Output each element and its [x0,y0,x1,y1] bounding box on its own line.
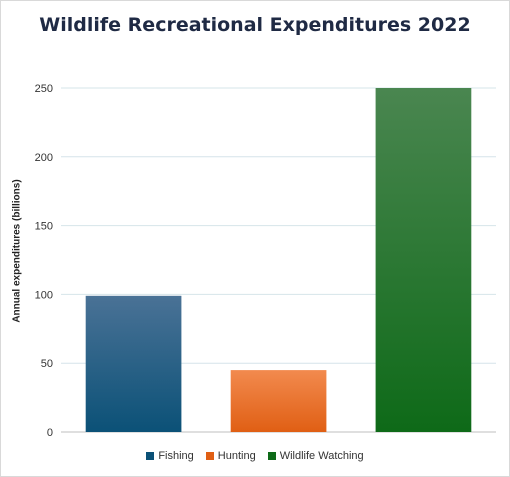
legend-swatch [267,452,276,460]
legend-swatch [205,452,214,460]
y-tick-label: 0 [47,427,53,439]
y-tick-label: 250 [35,83,53,95]
legend-label: Wildlife Watching [279,450,364,462]
legend-swatch [146,452,155,460]
y-tick-label: 150 [35,221,53,233]
bar-fishing [85,295,182,432]
y-tick-label: 200 [35,152,53,164]
legend-item-wildlife-watching: Wildlife Watching [267,450,364,462]
y-tick-label: 50 [41,358,53,370]
legend-item-fishing: Fishing [146,450,194,462]
bar-hunting [230,370,327,432]
y-tick-label: 100 [35,289,53,301]
legend-item-hunting: Hunting [205,450,256,462]
legend-label: Hunting [217,450,256,462]
bar-wildlife-watching [375,88,472,432]
chart-title: Wildlife Recreational Expenditures 2022 [39,14,471,36]
legend-label: Fishing [158,450,194,462]
legend: Fishing Hunting Wildlife Watching [1,450,509,462]
